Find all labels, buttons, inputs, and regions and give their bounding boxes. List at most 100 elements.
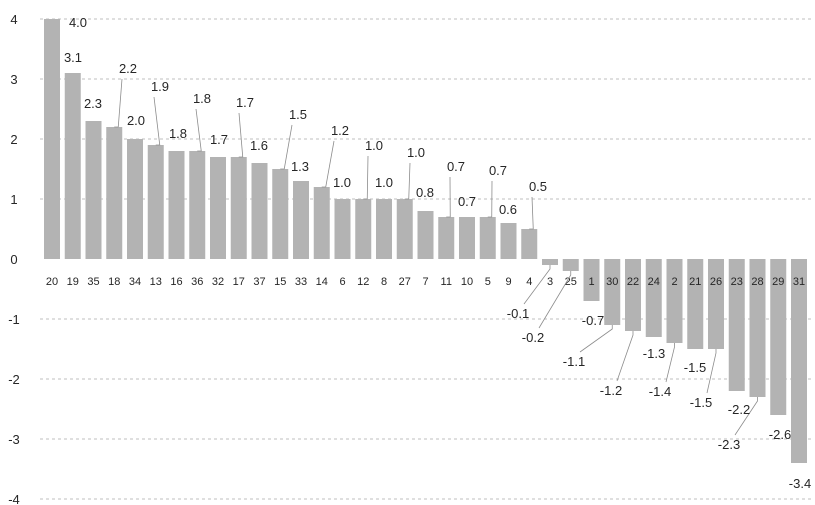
leader-line: [446, 176, 451, 218]
bar: [438, 217, 455, 259]
x-tick-label: 12: [357, 276, 369, 288]
bar: [230, 157, 247, 259]
data-label: 1.0: [365, 138, 383, 153]
data-labels: 4.0 3.1 2.3 2.2 2.0 1.9 1.8 1.8 1.7 1.7 1.6 1.5 1.3 1…: [64, 15, 811, 491]
data-label: 1.8: [169, 126, 187, 141]
bar: [64, 73, 81, 259]
x-tick-label: 31: [793, 276, 805, 288]
bar: [44, 19, 60, 259]
x-tick-label: 6: [339, 276, 345, 288]
bar: [417, 211, 434, 259]
x-tick-label: 26: [710, 276, 722, 288]
x-tick-label: 10: [461, 276, 473, 288]
bar: [666, 259, 683, 343]
data-label: 3.1: [64, 50, 82, 65]
bar: [770, 259, 787, 415]
leader-line: [280, 124, 293, 170]
data-label: 1.2: [331, 123, 349, 138]
x-tick-label: 11: [441, 276, 452, 288]
bar: [791, 259, 807, 463]
x-tick-label: 27: [399, 276, 411, 288]
leader-line: [487, 180, 493, 218]
y-tick-label: 1: [10, 192, 17, 207]
x-tick-label: 33: [295, 276, 307, 288]
bar: [313, 187, 330, 259]
data-label: 1.7: [236, 95, 254, 110]
x-tick-label: 14: [316, 276, 328, 288]
leader-line: [523, 265, 551, 305]
x-axis-ticks: 20 19 35 18 34 13 16 36 32 17 37 15 33 14 6 12 8 27 7 11 10 5…: [46, 276, 805, 288]
x-tick-label: 16: [170, 276, 182, 288]
data-label: 0.7: [447, 159, 465, 174]
bar: [147, 145, 164, 259]
data-label: 1.0: [407, 145, 425, 160]
data-label: 4.0: [69, 15, 87, 30]
leader-line: [238, 112, 244, 158]
data-label: -1.2: [600, 383, 622, 398]
data-label: 0.8: [416, 185, 434, 200]
y-tick-label: -4: [8, 492, 20, 505]
x-tick-label: 17: [233, 276, 245, 288]
data-label: -1.5: [690, 395, 712, 410]
data-label: -1.4: [649, 384, 671, 399]
bar: [708, 259, 724, 349]
data-label: 1.0: [375, 175, 393, 190]
data-label: -3.4: [789, 476, 811, 491]
x-tick-label: 24: [648, 276, 660, 288]
x-tick-label: 22: [627, 276, 639, 288]
bars: [44, 19, 807, 463]
y-tick-label: -1: [8, 312, 20, 327]
x-tick-label: 28: [751, 276, 763, 288]
data-label: 0.7: [458, 194, 476, 209]
x-tick-label: 32: [212, 276, 224, 288]
y-axis-ticks: 4 3 2 1 0 -1 -2 -3 -4: [8, 12, 20, 505]
bar: [604, 259, 621, 325]
x-tick-label: 25: [565, 276, 577, 288]
data-label: 1.7: [210, 132, 228, 147]
x-tick-label: 20: [46, 276, 58, 288]
leader-line: [616, 331, 634, 382]
x-tick-label: 19: [67, 276, 79, 288]
x-tick-label: 18: [108, 276, 120, 288]
bar: [355, 199, 372, 259]
x-tick-label: 36: [191, 276, 203, 288]
data-label: -0.7: [582, 313, 604, 328]
bar: [85, 121, 102, 259]
x-tick-label: 15: [274, 276, 286, 288]
leader-line: [538, 271, 572, 329]
x-tick-label: 30: [606, 276, 618, 288]
data-label: 0.7: [489, 163, 507, 178]
bar: [272, 169, 289, 259]
bar: [189, 151, 206, 259]
bar: [251, 163, 268, 259]
x-tick-label: 3: [547, 276, 553, 288]
y-tick-label: -3: [8, 432, 20, 447]
bar: [396, 199, 413, 259]
bar: [106, 127, 123, 259]
x-tick-label: 9: [505, 276, 511, 288]
y-tick-label: 0: [10, 252, 17, 267]
data-label: 0.6: [499, 202, 517, 217]
bar: [210, 157, 226, 259]
bar: [562, 259, 579, 271]
data-label: 1.5: [289, 107, 307, 122]
x-tick-label: 7: [422, 276, 428, 288]
x-tick-label: 5: [485, 276, 491, 288]
bar: [728, 259, 745, 391]
bar: [645, 259, 662, 337]
bar: [334, 199, 351, 259]
x-tick-label: 2: [671, 276, 677, 288]
bar: [459, 217, 475, 259]
x-tick-label: 21: [689, 276, 701, 288]
bar: [168, 151, 185, 259]
x-tick-label: 35: [87, 276, 99, 288]
bar: [542, 259, 558, 265]
bar: [625, 259, 641, 331]
data-label: -2.3: [718, 437, 740, 452]
data-label: -1.3: [643, 346, 665, 361]
leader-line: [404, 162, 411, 200]
leader-line: [153, 96, 161, 146]
leader-line: [529, 196, 534, 230]
bar: [293, 181, 309, 259]
